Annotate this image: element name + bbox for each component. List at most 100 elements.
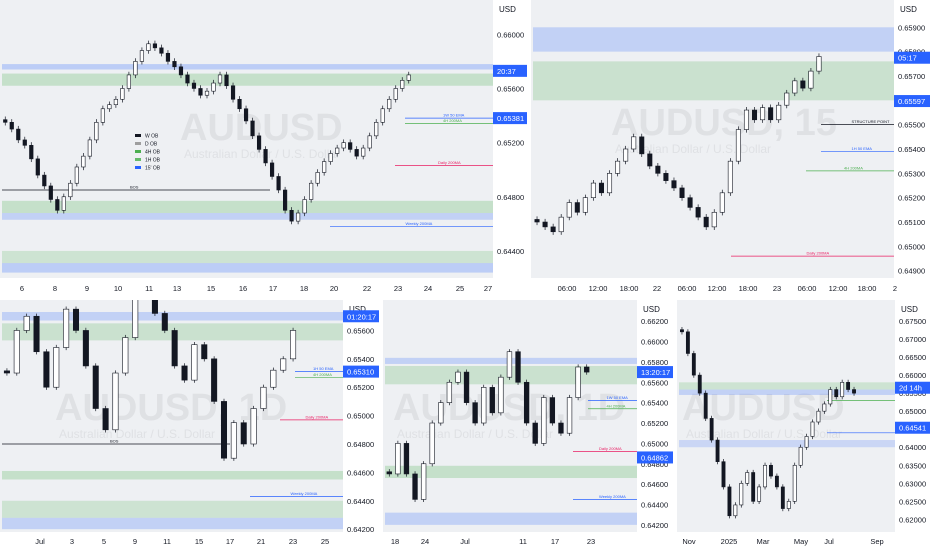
candle-body bbox=[607, 173, 613, 194]
price-tick-label: 0.63500 bbox=[899, 461, 926, 470]
order-block-zone bbox=[2, 500, 343, 518]
candle-body bbox=[139, 50, 145, 62]
order-block-zone bbox=[2, 250, 493, 264]
candle-body bbox=[250, 408, 257, 445]
legend-label: 15' OB bbox=[145, 166, 161, 172]
candle-body bbox=[107, 104, 112, 110]
price-badge-text: 0.64541 bbox=[899, 424, 926, 433]
candle-body bbox=[523, 381, 530, 424]
candle-body bbox=[631, 136, 637, 150]
currency-label: USD bbox=[349, 305, 366, 314]
time-tick-label: 18 bbox=[300, 284, 308, 293]
price-tick-label: 0.64400 bbox=[347, 497, 374, 506]
candle-body bbox=[178, 66, 184, 76]
candle-body bbox=[532, 422, 538, 444]
time-tick-label: Nov bbox=[682, 537, 696, 546]
time-tick-label: 24 bbox=[424, 284, 432, 293]
price-badge bbox=[637, 366, 673, 379]
candle-body bbox=[172, 61, 177, 68]
candle-body bbox=[296, 212, 301, 222]
time-tick-label: 25 bbox=[456, 284, 464, 293]
price-axis bbox=[637, 300, 675, 550]
legend-swatch bbox=[135, 134, 141, 137]
candle-body bbox=[852, 389, 856, 394]
chart-panel-4[interactable]: AUDUSD, 1D Australian Dollar / U.S. Dolla… bbox=[383, 300, 675, 550]
chart-panel-2[interactable]: AUDUSD, 15 Australian Dollar / U.S. Dolla… bbox=[531, 0, 932, 297]
time-tick-label: 5 bbox=[102, 537, 106, 546]
candle-body bbox=[575, 366, 581, 398]
time-tick-label: 27 bbox=[484, 284, 492, 293]
candle-body bbox=[406, 74, 411, 81]
order-block-zone bbox=[533, 61, 894, 101]
time-tick-label: 18:00 bbox=[858, 284, 877, 293]
candle-body bbox=[82, 330, 89, 367]
candle-body bbox=[302, 199, 307, 214]
chart-panel-3[interactable]: AUDUSD, 1D Australian Dollar / U.S. Dolla… bbox=[0, 300, 381, 550]
candle-body bbox=[309, 182, 314, 200]
candle-body bbox=[269, 162, 275, 177]
time-tick-label: 11 bbox=[163, 537, 171, 546]
candle-body bbox=[711, 211, 717, 228]
candle-body bbox=[280, 358, 287, 371]
legend-label: D OB bbox=[145, 142, 158, 148]
candle-body bbox=[695, 207, 701, 218]
price-tick-label: 0.67500 bbox=[899, 317, 926, 326]
legend-label: W OB bbox=[145, 134, 159, 140]
candle-body bbox=[685, 331, 690, 354]
price-badge-text: 01:20:17 bbox=[347, 312, 376, 321]
price-badge-text: 0.65381 bbox=[497, 114, 524, 123]
price-tick-label: 0.64900 bbox=[898, 267, 925, 276]
time-tick-label: 23 bbox=[289, 537, 297, 546]
candle-body bbox=[250, 120, 255, 137]
time-tick-label: 13 bbox=[173, 284, 181, 293]
candle-body bbox=[774, 475, 779, 488]
candle-body bbox=[697, 374, 702, 394]
candle-body bbox=[201, 344, 208, 360]
candle-body bbox=[598, 182, 604, 194]
level-label: Daily 200MA bbox=[306, 414, 329, 419]
order-block-zone bbox=[2, 64, 493, 70]
candle-body bbox=[191, 344, 198, 381]
chart-panel-1[interactable]: AUDUSD Australian Dollar / U.S. Dollar 1W … bbox=[0, 0, 529, 297]
time-tick-label: 23 bbox=[394, 284, 402, 293]
chart-panel-5[interactable]: AUDUSD Australian Dollar / U.S. Dollar USD… bbox=[677, 300, 932, 550]
price-tick-label: 0.65300 bbox=[898, 169, 925, 178]
price-tick-label: 0.66200 bbox=[641, 317, 668, 326]
candle-body bbox=[804, 436, 809, 448]
time-tick-label: May bbox=[794, 537, 808, 546]
time-tick-label: 17 bbox=[226, 537, 234, 546]
time-tick-label: 06:00 bbox=[798, 284, 817, 293]
candle-body bbox=[224, 74, 229, 87]
candle-body bbox=[834, 389, 839, 398]
level-label: STRUCTURE POINT bbox=[852, 119, 891, 124]
candle-body bbox=[498, 376, 504, 414]
candle-body bbox=[584, 366, 590, 373]
price-badge bbox=[895, 381, 930, 394]
candle-body bbox=[558, 422, 564, 434]
candle-body bbox=[22, 139, 27, 146]
price-badge bbox=[343, 365, 379, 378]
price-tick-label: 0.65000 bbox=[898, 242, 925, 251]
candle-body bbox=[534, 219, 540, 223]
price-tick-label: 0.65500 bbox=[898, 121, 925, 130]
time-tick-label: 2025 bbox=[721, 537, 738, 546]
time-tick-label: 18:00 bbox=[620, 284, 639, 293]
candle-body bbox=[191, 82, 197, 89]
candle-body bbox=[315, 172, 320, 184]
time-tick-label: 23 bbox=[587, 537, 595, 546]
price-tick-label: 0.64600 bbox=[347, 468, 374, 477]
time-tick-label: Mar bbox=[757, 537, 770, 546]
price-tick-label: 0.65900 bbox=[898, 23, 925, 32]
candle-body bbox=[715, 439, 720, 462]
price-tick-label: 0.62000 bbox=[899, 515, 926, 524]
price-badge bbox=[493, 112, 527, 125]
time-tick-label: 8 bbox=[53, 284, 57, 293]
legend-label: 1H OB bbox=[145, 158, 161, 164]
candle-body bbox=[810, 421, 815, 437]
time-tick-label: 12:00 bbox=[829, 284, 848, 293]
price-tick-label: 0.64400 bbox=[497, 247, 524, 256]
price-tick-label: 0.66000 bbox=[497, 30, 524, 39]
